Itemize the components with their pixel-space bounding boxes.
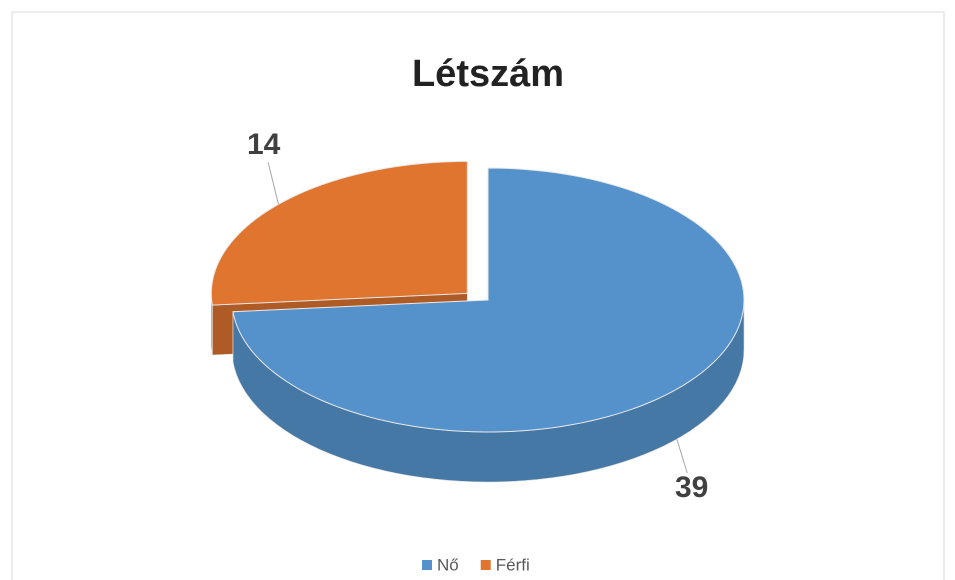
legend-swatch (422, 560, 432, 570)
leader-line (267, 162, 279, 205)
legend-swatch (480, 560, 491, 570)
data-label: 14 (247, 128, 281, 161)
legend-label: Nő (437, 555, 459, 574)
leader-line (676, 438, 688, 474)
data-label: 39 (675, 471, 708, 504)
legend-label: Férfi (496, 555, 530, 574)
slice (232, 167, 745, 433)
chart-frame (11, 11, 945, 580)
chart-title: Létszám (412, 53, 564, 95)
